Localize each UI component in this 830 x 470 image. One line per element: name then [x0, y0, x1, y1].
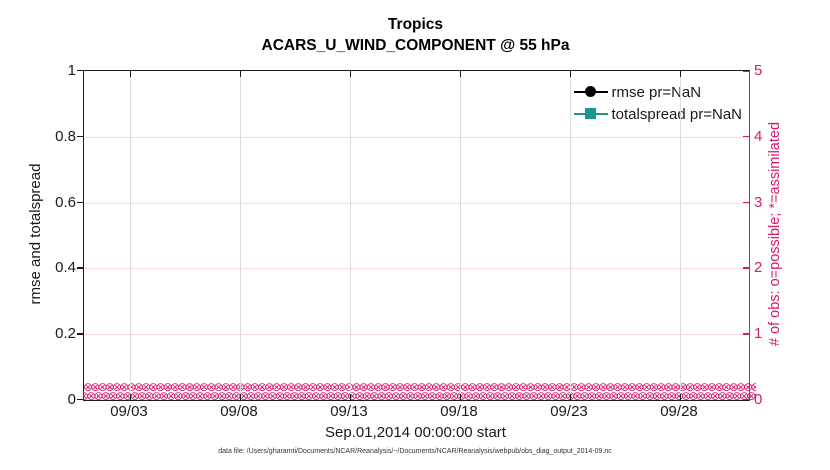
square-marker-icon — [584, 108, 596, 119]
left-y-tick — [77, 399, 83, 401]
left-y-tick — [77, 70, 83, 72]
left-y-tick-label: 0.6 — [55, 193, 76, 211]
plot-area: ⊗⊗⊗⊗⊗⊗⊗⊗⊗⊗⊗⊗⊗⊗⊗⊗⊗⊗⊗⊗⊗⊗⊗⊗⊗⊗⊗⊗⊗⊗⊗⊗⊗⊗⊗⊗⊗⊗⊗⊗… — [83, 70, 756, 402]
x-gridline — [350, 71, 351, 400]
x-tick-bottom — [240, 394, 242, 400]
left-y-tick-label: 1 — [67, 62, 76, 79]
x-tick-label: 09/23 — [550, 403, 588, 420]
x-gridline — [130, 71, 131, 400]
x-axis-label: Sep.01,2014 00:00:00 start — [325, 424, 506, 441]
right-axis-label: # of obs: o=possible; *=assimilated — [767, 121, 783, 347]
legend-line — [573, 108, 608, 119]
obs-count-marker-band: ⊗⊗⊗⊗⊗⊗⊗⊗⊗⊗⊗⊗⊗⊗⊗⊗⊗⊗⊗⊗⊗⊗⊗⊗⊗⊗⊗⊗⊗⊗⊗⊗⊗⊗⊗⊗⊗⊗⊗⊗… — [83, 383, 756, 402]
left-y-tick — [77, 333, 83, 335]
left-y-tick-label: 0.8 — [55, 127, 76, 145]
x-gridline — [460, 71, 461, 400]
right-y-tick — [743, 135, 749, 138]
legend-entry: totalspread pr=NaN — [573, 103, 743, 125]
x-tick-bottom — [460, 394, 462, 400]
right-y-tick — [743, 267, 749, 269]
y-gridline — [84, 136, 749, 138]
legend-label: totalspread pr=NaN — [611, 105, 743, 123]
x-tick-bottom — [130, 394, 132, 400]
x-gridline — [570, 71, 571, 400]
x-tick-bottom — [350, 394, 352, 400]
right-y-tick-label: 2 — [754, 259, 763, 277]
title-line-region: Tropics — [387, 16, 444, 33]
y-gridline — [84, 268, 749, 270]
data-file-caption: data file: /Users/gharamti/Documents/NCA… — [218, 448, 612, 455]
left-y-tick — [77, 135, 83, 138]
x-tick-top — [460, 71, 462, 77]
x-tick-top — [240, 71, 242, 77]
possible-obs-markers: ⊗⊗⊗⊗⊗⊗⊗⊗⊗⊗⊗⊗⊗⊗⊗⊗⊗⊗⊗⊗⊗⊗⊗⊗⊗⊗⊗⊗⊗⊗⊗⊗⊗⊗⊗⊗⊗⊗⊗⊗… — [83, 383, 756, 394]
left-y-tick-label: 0.4 — [55, 259, 76, 277]
right-y-tick-label: 4 — [754, 127, 763, 145]
x-tick-bottom — [680, 394, 682, 400]
right-y-tick — [743, 71, 749, 73]
x-gridline — [680, 71, 681, 400]
x-tick-label: 09/28 — [660, 403, 698, 420]
y-gridline — [84, 334, 749, 336]
right-y-tick-label: 5 — [754, 62, 763, 79]
x-tick-top — [680, 71, 682, 77]
x-tick-label: 09/03 — [110, 403, 148, 420]
x-tick-bottom — [570, 394, 572, 400]
legend: rmse pr=NaN totalspread pr=NaN — [573, 81, 743, 125]
left-y-tick — [77, 201, 83, 203]
x-tick-top — [570, 71, 572, 77]
circle-marker-icon — [584, 86, 596, 97]
title-line-variable: ACARS_U_WIND_COMPONENT @ 55 hPa — [261, 37, 570, 54]
right-y-tick-label: 1 — [754, 325, 763, 343]
x-tick-label: 09/08 — [220, 403, 258, 420]
y-gridline — [84, 202, 749, 204]
legend-label: rmse pr=NaN — [611, 83, 702, 101]
right-y-tick-label: 3 — [754, 193, 763, 211]
right-y-tick-label: 0 — [754, 391, 763, 408]
legend-entry: rmse pr=NaN — [573, 81, 743, 103]
left-y-tick — [77, 267, 83, 269]
legend-line — [573, 86, 608, 97]
x-tick-top — [350, 71, 352, 77]
left-y-tick-label: 0 — [67, 391, 76, 408]
x-tick-label: 09/13 — [330, 403, 368, 420]
left-y-tick-label: 0.2 — [55, 325, 76, 343]
x-tick-label: 09/18 — [440, 403, 478, 420]
right-y-tick — [743, 399, 749, 401]
assimilated-obs-markers: ⊗⊗⊗⊗⊗⊗⊗⊗⊗⊗⊗⊗⊗⊗⊗⊗⊗⊗⊗⊗⊗⊗⊗⊗⊗⊗⊗⊗⊗⊗⊗⊗⊗⊗⊗⊗⊗⊗⊗⊗… — [83, 389, 756, 402]
right-y-tick — [743, 333, 749, 335]
x-gridline — [240, 71, 241, 400]
x-tick-top — [130, 71, 132, 77]
right-y-tick — [743, 201, 749, 203]
chart-title: Tropics ACARS_U_WIND_COMPONENT @ 55 hPa — [83, 14, 748, 56]
